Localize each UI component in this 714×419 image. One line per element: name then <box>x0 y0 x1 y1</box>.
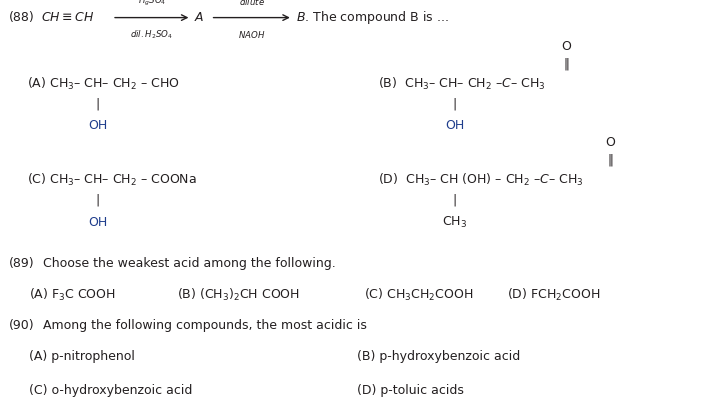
Text: (C) CH$_3$CH$_2$COOH: (C) CH$_3$CH$_2$COOH <box>364 287 473 303</box>
Text: (A) F$_3$C COOH: (A) F$_3$C COOH <box>29 287 116 303</box>
Text: $\mathit{NAOH}$: $\mathit{NAOH}$ <box>238 29 266 40</box>
Text: (D)  CH$_3$– CH (OH) – CH$_2$ –$C$– CH$_3$: (D) CH$_3$– CH (OH) – CH$_2$ –$C$– CH$_3… <box>378 172 584 188</box>
Text: $\mathit{CH \equiv CH}$: $\mathit{CH \equiv CH}$ <box>41 11 95 24</box>
Text: OH: OH <box>89 119 107 132</box>
Text: $\mathit{B}$. The compound B is ...: $\mathit{B}$. The compound B is ... <box>296 9 449 26</box>
Text: (B) p-hydroxybenzoic acid: (B) p-hydroxybenzoic acid <box>357 350 521 364</box>
Text: OH: OH <box>446 119 464 132</box>
Text: (89): (89) <box>9 257 34 271</box>
Text: Choose the weakest acid among the following.: Choose the weakest acid among the follow… <box>43 257 336 271</box>
Text: ‖: ‖ <box>608 153 613 167</box>
Text: $\mathit{A}$: $\mathit{A}$ <box>194 11 205 24</box>
Text: (A) CH$_3$– CH– CH$_2$ – CHO: (A) CH$_3$– CH– CH$_2$ – CHO <box>27 76 180 92</box>
Text: (A) p-nitrophenol: (A) p-nitrophenol <box>29 350 134 364</box>
Text: CH$_3$: CH$_3$ <box>442 215 468 230</box>
Text: $\mathit{dil.H_2SO_4}$: $\mathit{dil.H_2SO_4}$ <box>130 28 174 41</box>
Text: |: | <box>96 194 100 207</box>
Text: |: | <box>453 97 457 111</box>
Text: (C) o-hydroxybenzoic acid: (C) o-hydroxybenzoic acid <box>29 384 192 397</box>
Text: |: | <box>453 194 457 207</box>
Text: |: | <box>96 97 100 111</box>
Text: (88): (88) <box>9 11 34 24</box>
Text: (90): (90) <box>9 319 34 333</box>
Text: $\mathit{dilute}$: $\mathit{dilute}$ <box>238 0 265 7</box>
Text: $\mathit{H_gSO_4}$: $\mathit{H_gSO_4}$ <box>138 0 166 8</box>
Text: ‖: ‖ <box>563 57 569 70</box>
Text: (B)  CH$_3$– CH– CH$_2$ –$C$– CH$_3$: (B) CH$_3$– CH– CH$_2$ –$C$– CH$_3$ <box>378 76 546 92</box>
Text: (D) p-toluic acids: (D) p-toluic acids <box>357 384 464 397</box>
Text: Among the following compounds, the most acidic is: Among the following compounds, the most … <box>43 319 367 333</box>
Text: O: O <box>561 39 571 53</box>
Text: (C) CH$_3$– CH– CH$_2$ – COONa: (C) CH$_3$– CH– CH$_2$ – COONa <box>27 172 197 188</box>
Text: (B) (CH$_3$)$_2$CH COOH: (B) (CH$_3$)$_2$CH COOH <box>177 287 300 303</box>
Text: O: O <box>605 136 615 149</box>
Text: (D) FCH$_2$COOH: (D) FCH$_2$COOH <box>507 287 600 303</box>
Text: OH: OH <box>89 215 107 229</box>
